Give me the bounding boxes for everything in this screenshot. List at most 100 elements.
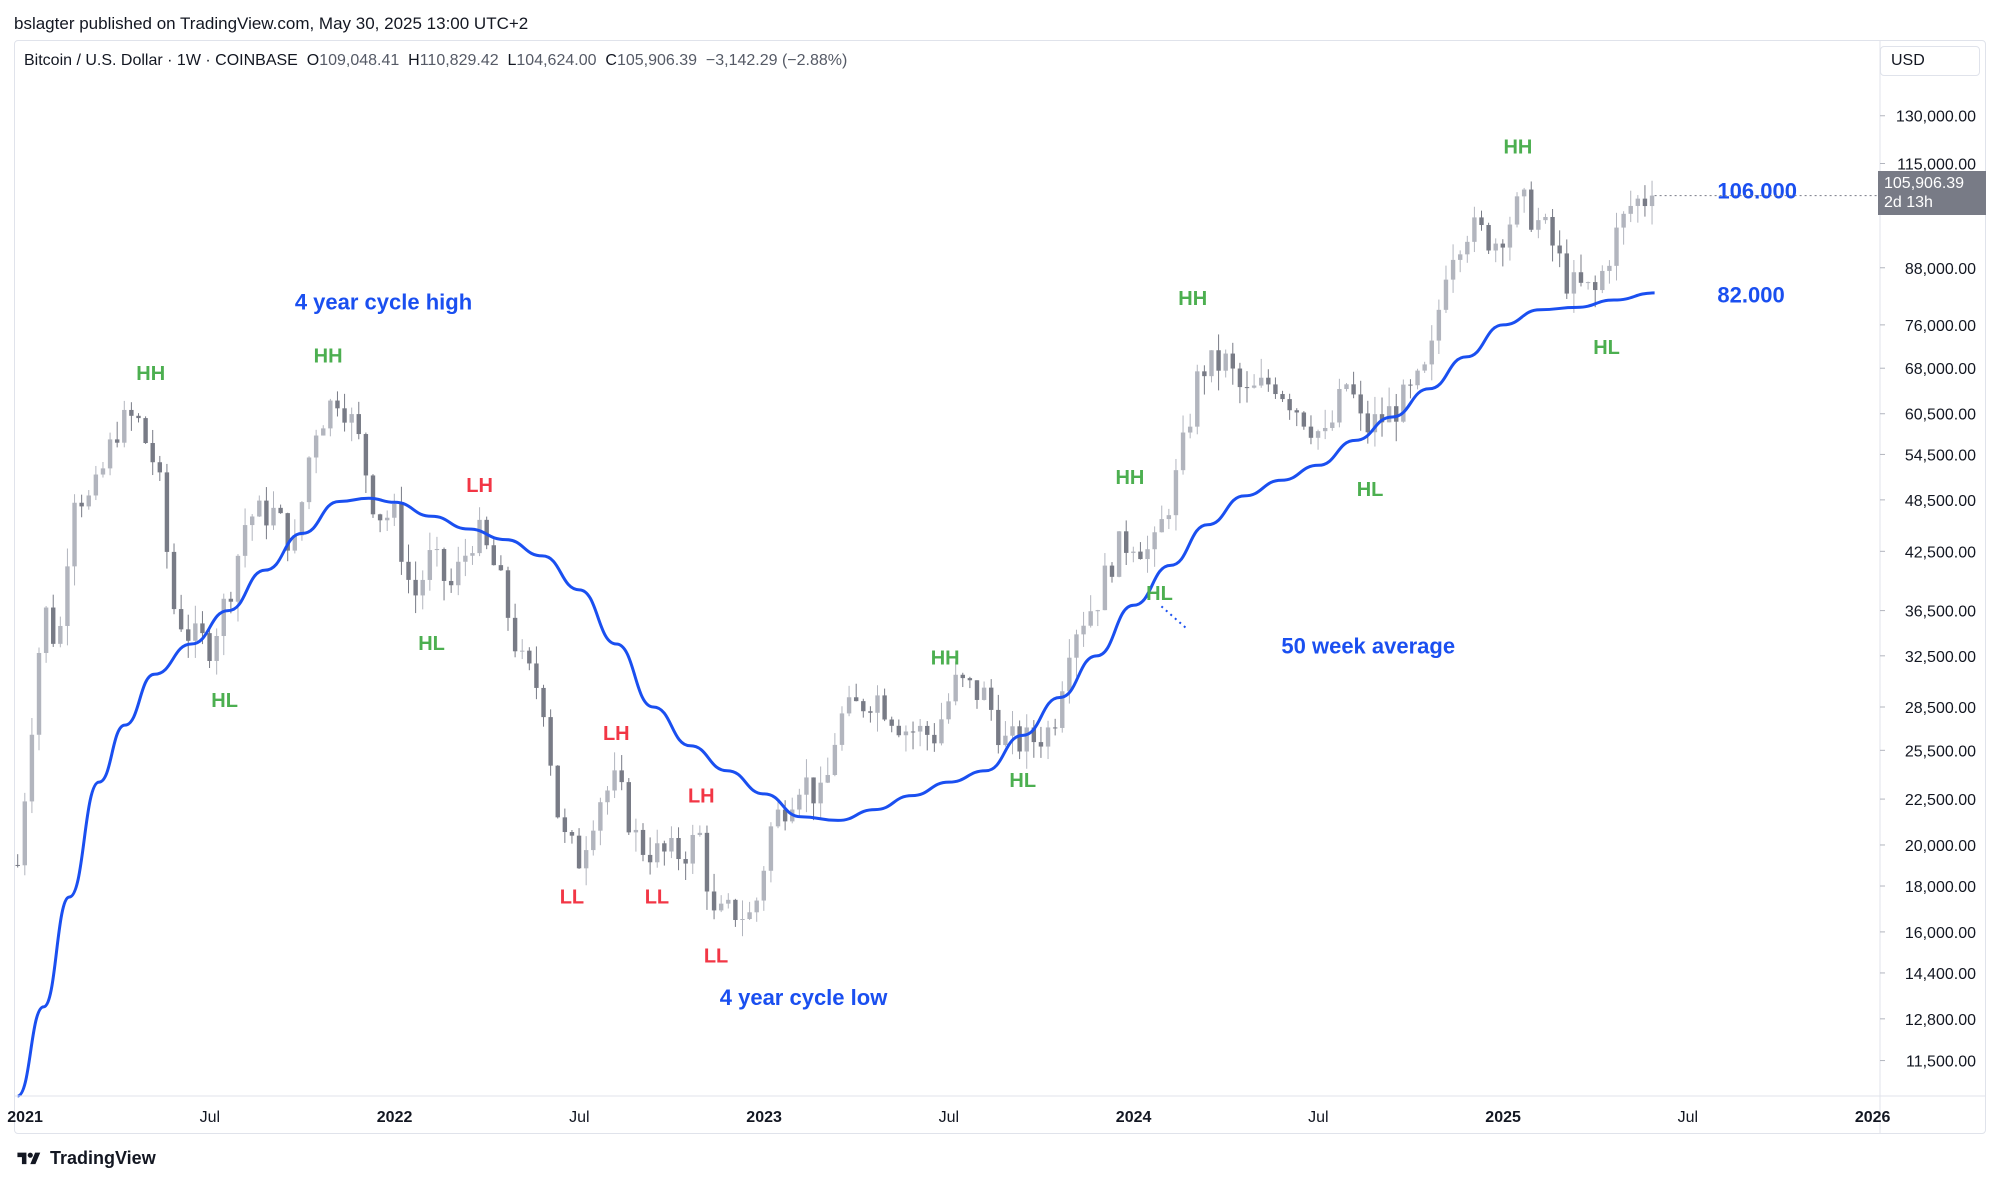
candle-body bbox=[1145, 549, 1150, 560]
candle-body bbox=[1223, 353, 1228, 371]
candle-body bbox=[1592, 282, 1598, 291]
candle-body bbox=[811, 777, 816, 804]
x-tick-label: 2025 bbox=[1485, 1109, 1521, 1126]
structure-label: LH bbox=[466, 475, 493, 497]
candle-body bbox=[221, 598, 226, 637]
candle-body bbox=[1521, 189, 1527, 197]
candle-body bbox=[576, 835, 582, 869]
candle-body bbox=[683, 859, 688, 864]
y-tick-label: 28,500.00 bbox=[1905, 700, 1976, 717]
candle-body bbox=[1102, 565, 1108, 611]
candle-body bbox=[662, 843, 667, 852]
candle-body bbox=[1365, 413, 1371, 433]
candle-body bbox=[242, 525, 248, 556]
candle-body bbox=[1465, 241, 1470, 255]
candle-body bbox=[129, 409, 134, 416]
candle-body bbox=[1472, 217, 1477, 242]
candle-body bbox=[385, 517, 390, 521]
candle-body bbox=[1230, 353, 1235, 369]
candle-body bbox=[1074, 634, 1079, 658]
x-tick-label: 2022 bbox=[377, 1109, 413, 1126]
candle-body bbox=[1394, 406, 1399, 422]
legend-high: 110,829.42 bbox=[419, 52, 499, 69]
structure-label: HH bbox=[1503, 136, 1532, 158]
chart-frame bbox=[14, 40, 1986, 1134]
candle-body bbox=[377, 514, 383, 521]
candle-body bbox=[718, 903, 724, 911]
candle-body bbox=[193, 623, 198, 641]
candle-body bbox=[925, 725, 930, 735]
currency-button[interactable]: USD bbox=[1880, 46, 1980, 76]
candle-body bbox=[903, 731, 909, 736]
candle-body bbox=[868, 711, 873, 713]
y-tick-label: 42,500.00 bbox=[1905, 544, 1976, 561]
symbol-legend[interactable]: Bitcoin / U.S. Dollar · 1W · COINBASE O1… bbox=[24, 52, 848, 69]
y-tick-label: 60,500.00 bbox=[1905, 407, 1976, 424]
legend-close: 105,906.39 bbox=[616, 52, 698, 69]
candle-body bbox=[1045, 727, 1051, 747]
candle-body bbox=[1436, 309, 1442, 341]
candle-body bbox=[1379, 414, 1385, 423]
candle-body bbox=[1536, 220, 1541, 230]
x-tick-label: Jul bbox=[200, 1109, 220, 1126]
candle-body bbox=[1308, 426, 1314, 438]
candle-body bbox=[463, 555, 468, 562]
candle-body bbox=[434, 549, 440, 551]
candle-layer bbox=[15, 180, 1655, 937]
candle-body bbox=[882, 695, 887, 720]
candle-body bbox=[1209, 350, 1214, 377]
candle-body bbox=[107, 439, 113, 469]
candle-body bbox=[292, 535, 298, 551]
y-tick-label: 115,000.00 bbox=[1897, 157, 1976, 174]
candle-body bbox=[456, 561, 461, 586]
candle-body bbox=[392, 503, 397, 518]
candle-body bbox=[541, 687, 546, 718]
candle-body bbox=[1351, 384, 1356, 395]
candle-body bbox=[349, 414, 354, 423]
candle-body bbox=[704, 832, 710, 892]
candle-body bbox=[1237, 368, 1243, 388]
candle-body bbox=[825, 774, 830, 783]
candle-body bbox=[1138, 551, 1143, 560]
candle-body bbox=[328, 400, 333, 429]
candle-body bbox=[747, 912, 752, 919]
candle-body bbox=[889, 719, 894, 726]
candle-body bbox=[946, 701, 951, 720]
axis-layer: 11,500.00 12,800.00 14,400.00 16,000.00 18,0… bbox=[7, 41, 1985, 1133]
candle-body bbox=[299, 502, 305, 536]
candle-body bbox=[1315, 431, 1321, 438]
x-tick-label: 2023 bbox=[746, 1109, 782, 1126]
annotation-pointer bbox=[1160, 605, 1188, 630]
candle-body bbox=[1372, 414, 1378, 433]
candle-body bbox=[470, 553, 475, 556]
structure-label: HH bbox=[931, 647, 960, 669]
chart-annotation: 4 year cycle low bbox=[720, 985, 888, 1010]
candle-body bbox=[271, 507, 276, 526]
candle-body bbox=[1152, 532, 1157, 550]
candle-body bbox=[960, 674, 965, 679]
candle-body bbox=[861, 701, 866, 712]
candle-body bbox=[1543, 216, 1548, 221]
x-tick-label: 2021 bbox=[7, 1109, 43, 1126]
candle-body bbox=[86, 495, 91, 507]
candle-body bbox=[655, 843, 660, 863]
candle-body bbox=[1450, 259, 1456, 280]
y-tick-label: 130,000.00 bbox=[1896, 109, 1976, 126]
candle-body bbox=[441, 549, 447, 581]
footer-brand-label: TradingView bbox=[50, 1148, 156, 1168]
candle-body bbox=[1422, 364, 1427, 371]
candle-body bbox=[910, 731, 916, 733]
y-tick-label: 88,000.00 bbox=[1905, 261, 1976, 278]
structure-label: HL bbox=[1593, 337, 1620, 359]
candle-body bbox=[1457, 254, 1463, 260]
candle-body bbox=[1642, 198, 1648, 207]
structure-label: LL bbox=[560, 887, 584, 909]
candle-body bbox=[846, 697, 852, 714]
candle-body bbox=[1529, 189, 1534, 230]
chart-annotation: 4 year cycle high bbox=[295, 289, 472, 314]
footer-brand[interactable]: TradingView bbox=[14, 1148, 156, 1169]
x-tick-label: Jul bbox=[939, 1109, 959, 1126]
candle-body bbox=[1337, 389, 1342, 423]
candle-body bbox=[832, 744, 838, 775]
